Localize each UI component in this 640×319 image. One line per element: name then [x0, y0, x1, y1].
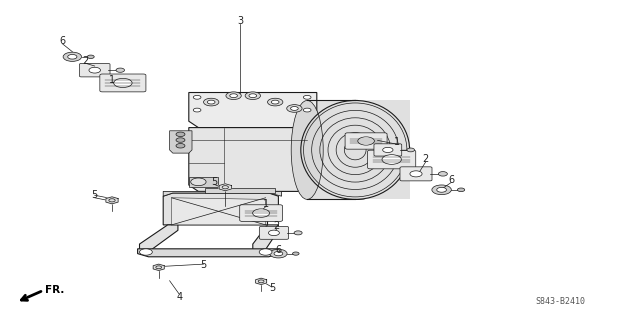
- Circle shape: [382, 155, 401, 164]
- Polygon shape: [307, 100, 410, 199]
- Polygon shape: [163, 191, 282, 196]
- Polygon shape: [205, 188, 275, 193]
- Text: 5: 5: [92, 189, 98, 200]
- Text: 5: 5: [200, 260, 207, 270]
- Text: FR.: FR.: [45, 285, 64, 295]
- Circle shape: [245, 92, 260, 100]
- Circle shape: [259, 249, 272, 255]
- Circle shape: [226, 92, 241, 100]
- Text: 2: 2: [82, 56, 88, 66]
- Circle shape: [268, 230, 280, 236]
- Polygon shape: [170, 131, 192, 153]
- Circle shape: [303, 95, 311, 99]
- Circle shape: [271, 100, 279, 104]
- Circle shape: [193, 95, 201, 99]
- Circle shape: [176, 144, 185, 148]
- Ellipse shape: [291, 100, 323, 199]
- FancyBboxPatch shape: [100, 74, 146, 92]
- Text: S843-B2410: S843-B2410: [535, 297, 585, 306]
- Circle shape: [230, 94, 237, 98]
- Circle shape: [438, 172, 447, 176]
- Text: 1: 1: [262, 199, 269, 209]
- Circle shape: [287, 105, 302, 112]
- Circle shape: [176, 132, 185, 137]
- FancyBboxPatch shape: [400, 167, 432, 181]
- Circle shape: [432, 185, 451, 195]
- Text: 5: 5: [269, 283, 275, 293]
- Polygon shape: [253, 225, 278, 250]
- Text: 2: 2: [273, 221, 280, 232]
- Polygon shape: [172, 198, 266, 225]
- Circle shape: [303, 108, 311, 112]
- Circle shape: [63, 52, 81, 61]
- Circle shape: [204, 98, 219, 106]
- Circle shape: [407, 148, 415, 152]
- Text: 6: 6: [60, 36, 66, 47]
- Circle shape: [68, 55, 77, 59]
- Circle shape: [87, 55, 94, 58]
- Polygon shape: [163, 193, 278, 225]
- Ellipse shape: [301, 100, 410, 199]
- Text: 6: 6: [448, 175, 454, 185]
- Text: 1: 1: [394, 137, 400, 147]
- Circle shape: [191, 178, 206, 186]
- Circle shape: [89, 67, 100, 73]
- Text: 6: 6: [275, 245, 282, 256]
- Circle shape: [291, 107, 298, 110]
- FancyBboxPatch shape: [374, 144, 402, 156]
- Text: 5: 5: [211, 177, 218, 187]
- Polygon shape: [189, 93, 317, 128]
- FancyBboxPatch shape: [259, 226, 289, 239]
- Polygon shape: [189, 128, 307, 191]
- Circle shape: [269, 249, 287, 258]
- Text: 2: 2: [422, 154, 429, 165]
- Polygon shape: [153, 264, 164, 271]
- Circle shape: [436, 187, 447, 192]
- Circle shape: [207, 100, 215, 104]
- Circle shape: [253, 209, 269, 217]
- Polygon shape: [138, 249, 278, 257]
- FancyBboxPatch shape: [345, 133, 387, 149]
- FancyBboxPatch shape: [79, 63, 110, 77]
- Circle shape: [116, 68, 125, 72]
- Circle shape: [268, 98, 283, 106]
- FancyBboxPatch shape: [240, 205, 282, 221]
- Polygon shape: [106, 197, 118, 204]
- Circle shape: [292, 252, 299, 255]
- Polygon shape: [140, 225, 178, 250]
- Circle shape: [193, 108, 201, 112]
- Text: 1: 1: [109, 75, 115, 85]
- Circle shape: [358, 137, 374, 145]
- Circle shape: [114, 78, 132, 87]
- Circle shape: [458, 188, 465, 192]
- Polygon shape: [219, 184, 232, 191]
- Circle shape: [274, 251, 283, 256]
- Text: 3: 3: [237, 16, 243, 26]
- Circle shape: [140, 249, 152, 255]
- Circle shape: [410, 171, 422, 177]
- Text: 4: 4: [176, 292, 182, 302]
- Circle shape: [294, 231, 302, 235]
- Circle shape: [249, 94, 257, 98]
- Circle shape: [383, 147, 393, 152]
- Polygon shape: [189, 177, 218, 187]
- FancyBboxPatch shape: [367, 150, 416, 169]
- Polygon shape: [255, 278, 267, 285]
- Circle shape: [176, 138, 185, 142]
